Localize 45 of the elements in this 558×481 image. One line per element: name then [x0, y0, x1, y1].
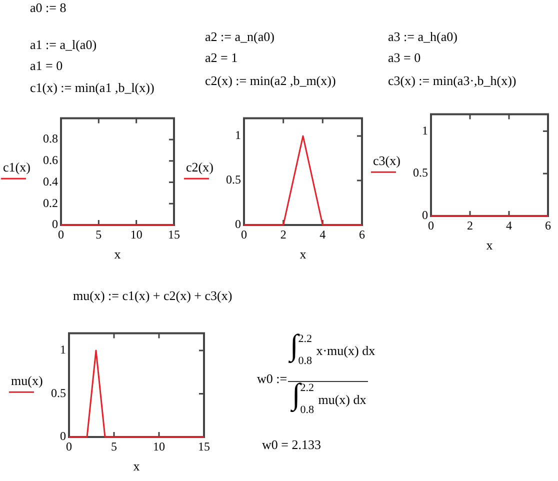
- text: c1(x): [3, 160, 30, 175]
- x-axis-title: x: [300, 246, 307, 262]
- text: a0 := 8: [30, 0, 66, 16]
- x-tick-label: 6: [359, 227, 365, 242]
- y-tick-label: 0.2: [43, 196, 58, 210]
- y-tick-label: 1: [235, 128, 241, 142]
- x-tick-label: 4: [320, 227, 326, 242]
- y-tick-label: 1: [60, 342, 66, 357]
- text: c3(x) := min(a3·,b_h(x)): [388, 73, 516, 89]
- x-axis-title: x: [486, 238, 494, 253]
- x-tick-label: 6: [545, 218, 551, 232]
- y-tick-label: 0: [60, 429, 66, 444]
- y-tick-label: 0.5: [413, 166, 428, 180]
- x-tick-label: 15: [198, 439, 210, 454]
- x-tick-label: 5: [96, 227, 102, 242]
- y-tick-label: 0.5: [226, 172, 241, 187]
- x-tick-label: 15: [168, 227, 180, 242]
- x-tick-label: 10: [153, 439, 165, 454]
- x-axis-title: x: [114, 246, 122, 262]
- x-tick-label: 2: [467, 218, 473, 232]
- y-tick-label: 0.8: [43, 132, 58, 146]
- text: a3 := a_h(a0): [388, 29, 458, 45]
- y-tick-label: 0.6: [43, 153, 58, 168]
- text: a3 = 0: [388, 50, 421, 66]
- text: a2 := a_n(a0): [205, 29, 274, 45]
- x-tick-label: 2: [280, 227, 286, 242]
- x-tick-label: 5: [111, 439, 117, 454]
- text: c3(x): [373, 153, 400, 168]
- text: a1 = 0: [30, 58, 63, 74]
- x-tick-label: 10: [130, 227, 142, 242]
- text: a2 = 1: [205, 50, 238, 66]
- text: mu(x): [11, 373, 43, 388]
- text: c1(x) := min(a1 ,b_l(x)): [30, 80, 154, 96]
- text: w0 :=: [257, 371, 288, 387]
- x-axis-title: x: [133, 458, 140, 474]
- y-tick-label: 0.5: [51, 386, 66, 400]
- text: w0 = 2.133: [262, 437, 321, 453]
- y-tick-label: 1: [422, 123, 428, 138]
- text: a1 := a_l(a0): [30, 37, 97, 53]
- text: mu(x) := c1(x) + c2(x) + c3(x): [73, 288, 232, 304]
- text: c2(x) := min(a2 ,b_m(x)): [205, 73, 336, 89]
- y-tick-label: 0: [422, 208, 428, 222]
- x-tick-label: 4: [506, 218, 512, 232]
- text: c2(x): [186, 160, 214, 175]
- y-tick-label: 0.4: [43, 174, 58, 188]
